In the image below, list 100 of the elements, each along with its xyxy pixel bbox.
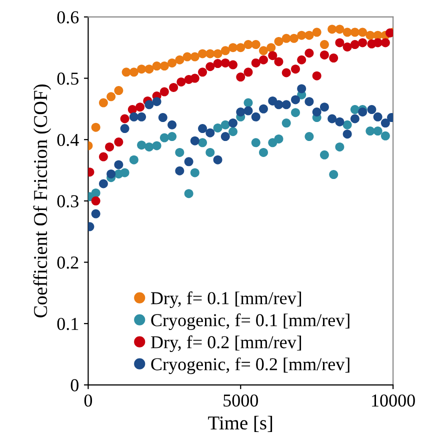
point — [274, 36, 284, 46]
point — [213, 49, 222, 58]
point — [206, 148, 215, 157]
point — [367, 105, 376, 114]
point — [190, 52, 200, 62]
legend-label: Cryogenic, f= 0.1 [mm/rev] — [151, 313, 350, 330]
point — [335, 142, 344, 152]
point — [320, 102, 329, 112]
point — [198, 68, 208, 77]
legend-label: Cryogenic, f= 0.2 [mm/rev] — [151, 357, 350, 374]
point — [120, 124, 130, 134]
point — [213, 59, 222, 68]
y-tick-label: 0.5 — [57, 72, 78, 85]
point — [312, 71, 322, 80]
point — [244, 68, 253, 77]
point — [91, 122, 100, 132]
point — [220, 58, 230, 68]
point — [236, 108, 246, 116]
point — [380, 131, 390, 140]
point — [358, 28, 368, 37]
point — [136, 102, 145, 112]
point — [220, 132, 230, 142]
point — [258, 55, 268, 64]
point — [137, 64, 146, 74]
point — [297, 84, 306, 94]
point — [342, 42, 352, 52]
point — [184, 189, 194, 198]
point — [160, 62, 169, 71]
point — [274, 134, 284, 144]
point — [91, 196, 100, 206]
point — [228, 43, 238, 52]
point — [328, 24, 337, 34]
point — [206, 62, 215, 72]
point — [244, 98, 253, 108]
x-tick-label: 5000 — [224, 394, 258, 407]
point — [137, 140, 146, 150]
point — [228, 60, 238, 70]
point — [297, 30, 306, 40]
point — [114, 160, 124, 170]
point — [120, 114, 130, 124]
point — [304, 48, 314, 58]
point — [206, 128, 215, 138]
point — [328, 114, 337, 124]
point — [258, 46, 268, 56]
point — [98, 179, 108, 188]
y-tick-label: 0.1 — [57, 318, 78, 330]
point — [320, 50, 329, 60]
point — [98, 98, 108, 108]
point — [190, 136, 200, 146]
point — [105, 142, 114, 152]
point — [158, 113, 168, 122]
point — [91, 209, 100, 218]
point — [320, 150, 329, 160]
x-tick-label: 10000 — [372, 394, 415, 407]
point — [320, 40, 329, 50]
point — [274, 57, 284, 66]
point — [144, 64, 154, 74]
y-tick-label: 0 — [70, 379, 78, 392]
point — [312, 28, 322, 37]
point — [312, 108, 322, 116]
point — [304, 30, 314, 40]
point — [129, 155, 138, 164]
point — [190, 168, 200, 178]
x-tick-label: 0 — [84, 394, 92, 407]
point — [266, 43, 276, 52]
point — [129, 68, 138, 77]
point — [366, 30, 375, 40]
point — [198, 138, 208, 148]
point — [350, 40, 360, 50]
point — [258, 148, 268, 157]
point — [304, 132, 314, 142]
point — [144, 142, 154, 152]
point — [282, 68, 291, 78]
point — [182, 52, 192, 62]
point — [251, 58, 260, 68]
point — [366, 126, 375, 136]
point — [169, 82, 178, 92]
point — [335, 24, 344, 34]
point — [228, 118, 238, 128]
point — [175, 148, 184, 157]
y-tick-label: 0.3 — [57, 195, 78, 208]
point — [358, 108, 368, 116]
point — [350, 114, 360, 124]
point — [251, 112, 260, 122]
point — [380, 38, 390, 48]
point — [329, 54, 338, 63]
point — [258, 104, 268, 114]
point — [244, 106, 253, 116]
point — [184, 157, 194, 166]
point — [91, 188, 100, 198]
point — [98, 152, 108, 162]
point — [160, 87, 169, 96]
point — [175, 166, 184, 176]
point — [106, 92, 116, 102]
point — [220, 46, 230, 56]
point — [251, 40, 260, 50]
point — [290, 95, 300, 104]
point — [236, 43, 246, 52]
point — [198, 124, 208, 134]
point — [342, 130, 352, 139]
